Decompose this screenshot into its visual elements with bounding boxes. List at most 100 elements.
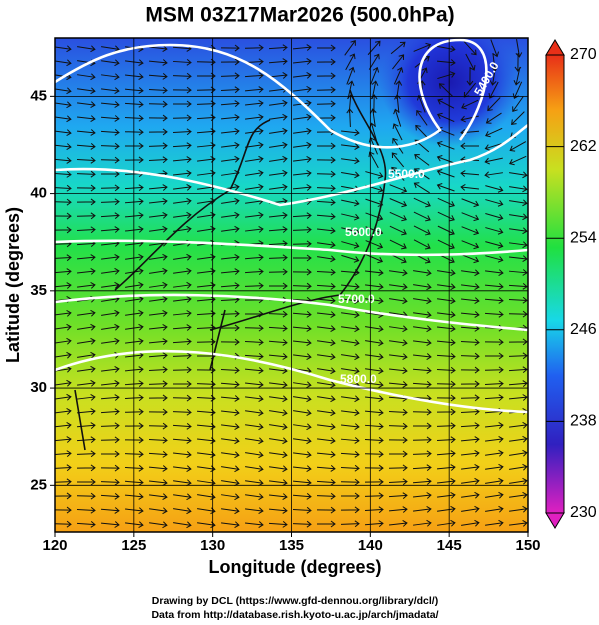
streamline-arrow: [365, 367, 384, 375]
streamline-arrow: [484, 283, 504, 290]
streamline-arrow: [148, 422, 168, 430]
streamline-arrow: [172, 86, 192, 94]
streamline-arrow: [436, 339, 456, 346]
streamline-arrow: [316, 156, 336, 164]
streamline-arrow: [100, 507, 120, 514]
colorbar-tick-label: 270: [570, 46, 597, 63]
streamline-arrow: [245, 183, 264, 191]
streamline-arrow: [100, 478, 120, 486]
streamline-arrow: [461, 254, 480, 264]
streamline-arrow: [293, 353, 312, 361]
streamline-arrow: [460, 338, 480, 346]
streamline-arrow: [368, 53, 380, 70]
streamline-arrow: [269, 493, 288, 500]
streamline-arrow: [101, 365, 120, 373]
streamline-arrow: [341, 311, 360, 319]
y-tick-label: 40: [30, 185, 47, 202]
streamline-arrow: [460, 115, 479, 123]
streamline-arrow: [173, 507, 192, 515]
streamline-arrow: [245, 211, 264, 219]
streamline-arrow: [77, 268, 96, 275]
y-tick-label: 35: [30, 282, 47, 299]
streamline-arrow: [245, 493, 264, 501]
streamline-arrow: [221, 409, 240, 416]
streamline-arrow: [245, 395, 264, 403]
streamline-arrow: [292, 212, 312, 220]
streamline-arrow: [101, 73, 120, 81]
streamline-arrow: [341, 171, 360, 179]
streamline-arrow: [489, 67, 497, 86]
streamline-arrow: [55, 309, 72, 317]
streamline-arrow: [292, 184, 312, 191]
streamline-arrow: [221, 197, 240, 205]
streamline-arrow: [413, 297, 432, 305]
streamline-arrow: [392, 123, 403, 141]
streamline-arrow: [149, 225, 168, 233]
streamline-arrow: [415, 124, 429, 139]
streamline-arrow: [55, 450, 72, 457]
colorbar-tick-label: 230: [570, 504, 597, 521]
streamline-arrow: [509, 491, 528, 499]
streamline-arrow: [101, 309, 120, 317]
streamline-arrow: [413, 42, 432, 52]
colorbar-scale: [545, 54, 565, 514]
streamline-arrow: [346, 66, 356, 85]
streamline-arrow: [365, 395, 384, 402]
streamline-arrow: [509, 421, 528, 429]
streamline-arrow: [221, 225, 240, 233]
streamline-arrow: [268, 58, 288, 65]
y-tick-label: 30: [30, 379, 47, 396]
streamline-arrow: [55, 171, 72, 178]
streamline-arrow: [341, 367, 360, 375]
streamline-arrow: [269, 183, 288, 191]
streamline-arrow: [341, 199, 360, 207]
streamline-arrow: [269, 395, 288, 403]
streamline-arrow: [437, 519, 456, 527]
streamline-arrow: [364, 436, 384, 444]
streamline-arrow: [292, 311, 312, 318]
streamline-arrow: [245, 127, 264, 135]
streamline-arrow: [55, 184, 72, 192]
streamline-arrow: [392, 54, 405, 70]
streamline-arrow: [364, 478, 384, 486]
streamline-arrow: [244, 44, 264, 52]
streamline-arrow: [172, 408, 192, 416]
streamline-arrow: [292, 520, 312, 528]
streamline-arrow: [461, 198, 480, 208]
streamline-arrow: [148, 86, 168, 94]
streamline-arrow: [365, 226, 384, 236]
streamline-arrow: [148, 380, 168, 388]
streamline-arrow: [508, 310, 528, 318]
streamline-arrow: [316, 492, 336, 500]
streamline-arrow: [388, 408, 408, 416]
contour-line: [55, 123, 528, 207]
streamline-arrow: [101, 323, 120, 331]
streamline-arrow: [221, 521, 240, 529]
streamline-arrow: [172, 128, 192, 136]
streamline-arrow: [149, 507, 168, 515]
streamline-arrow: [341, 409, 360, 417]
streamline-arrow: [173, 267, 192, 275]
streamline-arrow: [513, 67, 521, 86]
streamline-arrow: [172, 156, 192, 163]
streamline-arrow: [149, 267, 168, 275]
streamline-arrow: [293, 465, 312, 472]
streamline-arrow: [221, 155, 240, 163]
streamline-arrow: [316, 170, 336, 178]
streamline-arrow: [466, 66, 474, 86]
streamline-arrow: [245, 155, 264, 163]
streamline-arrow: [220, 268, 240, 275]
streamline-arrow: [172, 352, 192, 360]
streamline-arrow: [55, 464, 72, 472]
streamline-arrow: [490, 39, 500, 58]
streamline-arrow: [77, 281, 96, 289]
streamline-arrow: [76, 226, 96, 234]
streamline-arrow: [316, 283, 336, 290]
streamline-arrow: [461, 212, 480, 222]
streamline-arrow: [413, 182, 430, 194]
streamline-arrow: [149, 493, 168, 501]
streamline-arrow: [76, 254, 96, 261]
streamline-arrow: [460, 380, 480, 388]
streamline-arrow: [340, 450, 360, 458]
streamline-arrow: [437, 311, 456, 319]
